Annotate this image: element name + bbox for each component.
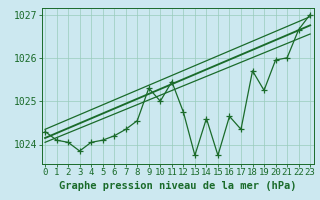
X-axis label: Graphe pression niveau de la mer (hPa): Graphe pression niveau de la mer (hPa) <box>59 181 296 191</box>
